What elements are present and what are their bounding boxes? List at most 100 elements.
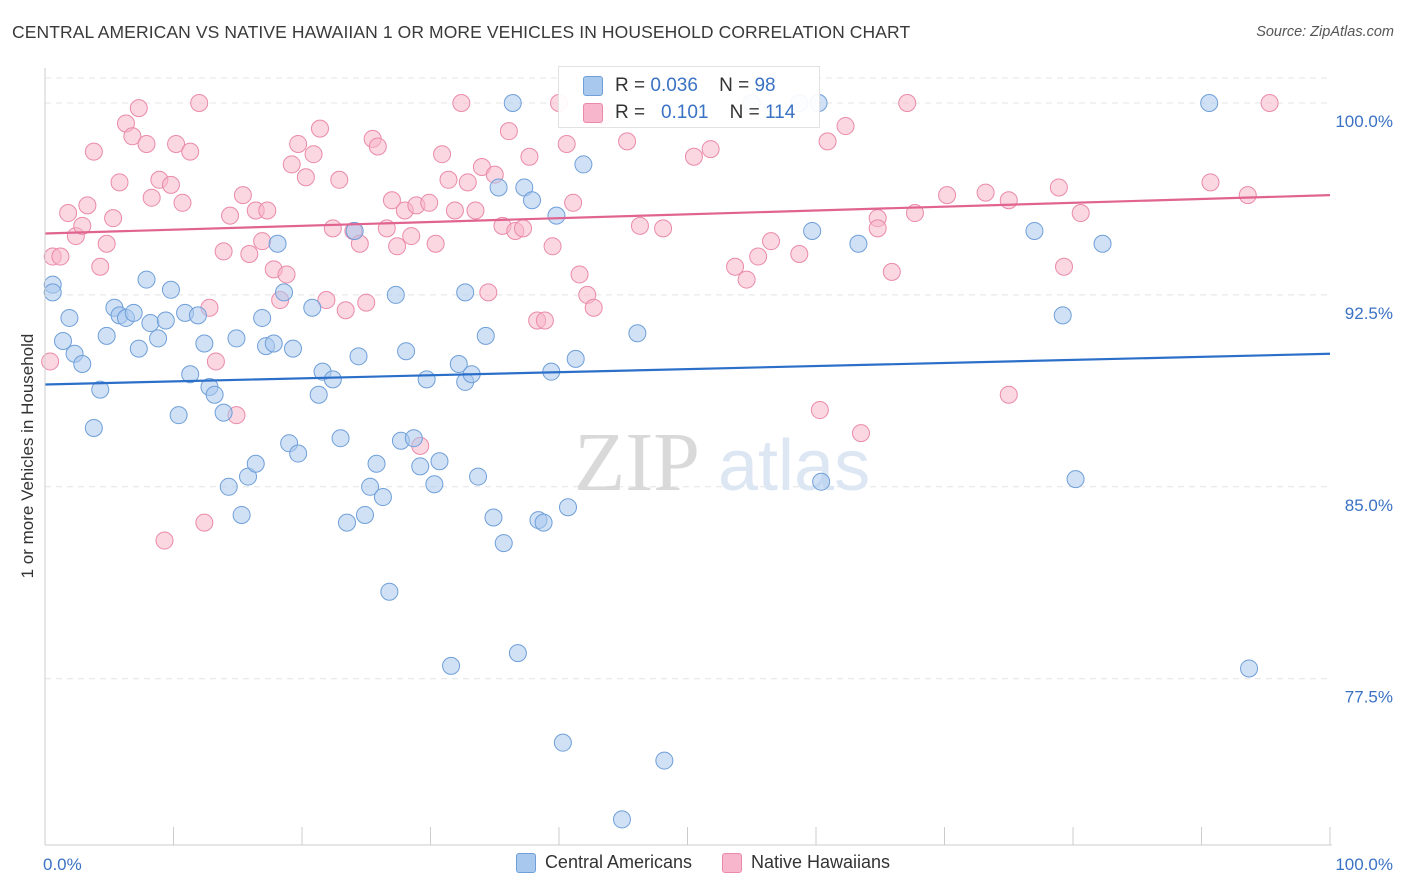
native-hawaiian-point xyxy=(368,137,387,156)
y-tick-label: 77.5% xyxy=(1345,688,1393,707)
central-american-point xyxy=(264,334,283,353)
central-american-point xyxy=(349,347,368,366)
stats-r-value: 0.036 xyxy=(650,75,698,96)
native-hawaiian-point xyxy=(323,219,342,238)
central-americans-trend-line xyxy=(44,352,1331,386)
native-hawaiian-point xyxy=(749,247,768,266)
native-hawaiian-point xyxy=(388,237,407,256)
grid-layer xyxy=(45,77,1330,680)
native-hawaiian-point xyxy=(41,352,60,371)
native-hawaiian-point xyxy=(304,145,323,164)
bottom-legend: Central Americans Native Hawaiians xyxy=(0,852,1406,873)
central-american-point xyxy=(1025,221,1044,240)
native-hawaiian-point xyxy=(535,311,554,330)
x-tick-label-end: 100.0% xyxy=(1335,855,1393,874)
native-hawaiian-point xyxy=(195,513,214,532)
legend-item-central-americans[interactable]: Central Americans xyxy=(515,852,692,873)
central-american-point xyxy=(73,354,92,373)
central-american-point xyxy=(169,406,188,425)
y-tick-label: 85.0% xyxy=(1345,496,1393,515)
central-american-point xyxy=(849,234,868,253)
y-axis-label: 1 or more Vehicles in Household xyxy=(18,333,37,579)
central-american-point xyxy=(129,339,148,358)
native-hawaiian-point xyxy=(167,134,186,153)
native-hawaiian-point xyxy=(570,265,589,284)
central-american-point xyxy=(253,308,272,327)
watermark-zip: ZIP xyxy=(574,416,700,509)
native-hawaiian-point xyxy=(233,186,252,205)
native-hawaiian-point xyxy=(181,142,200,161)
central-american-point xyxy=(91,380,110,399)
central-american-point xyxy=(149,329,168,348)
watermark-atlas: atlas xyxy=(718,426,870,506)
central-american-point xyxy=(1093,234,1112,253)
stats-n-value: 98 xyxy=(754,75,776,96)
central-american-point xyxy=(411,457,430,476)
central-american-point xyxy=(331,429,350,448)
central-american-point xyxy=(397,342,416,361)
central-american-point xyxy=(456,283,475,302)
legend-label-central-americans: Central Americans xyxy=(544,852,692,872)
stats-n-label: N = xyxy=(729,102,760,123)
central-american-point xyxy=(337,513,356,532)
native-hawaiian-point xyxy=(868,219,887,238)
native-hawaiian-point xyxy=(976,183,995,202)
central-american-point xyxy=(547,206,566,225)
central-american-point xyxy=(355,505,374,524)
central-american-point xyxy=(534,513,553,532)
central-american-point xyxy=(268,234,287,253)
native-hawaiians-points xyxy=(41,94,1279,550)
native-hawaiian-point xyxy=(137,134,156,153)
legend-item-native-hawaiians[interactable]: Native Hawaiians xyxy=(722,852,890,873)
central-american-point xyxy=(812,472,831,491)
y-tick-label: 92.5% xyxy=(1345,304,1393,323)
central-american-point xyxy=(367,454,386,473)
native-hawaiian-point xyxy=(357,293,376,312)
central-american-point xyxy=(232,505,251,524)
native-hawaiian-point xyxy=(59,204,78,223)
native-hawaiian-point xyxy=(258,201,277,220)
trend-lines xyxy=(44,194,1331,386)
native-hawaiian-point xyxy=(104,209,123,228)
central-american-point xyxy=(181,365,200,384)
native-hawaiian-point xyxy=(630,216,649,235)
native-hawaiian-point xyxy=(129,99,148,118)
legend-swatch-blue xyxy=(515,852,536,873)
native-hawaiian-point xyxy=(142,188,161,207)
native-hawaiian-point xyxy=(382,191,401,210)
central-american-point xyxy=(303,298,322,317)
central-americans-points xyxy=(43,94,1259,829)
central-american-point xyxy=(1240,659,1259,678)
native-hawaiian-point xyxy=(433,145,452,164)
native-hawaiian-point xyxy=(1049,178,1068,197)
native-hawaiian-point xyxy=(999,385,1018,404)
stats-swatch-blue xyxy=(583,76,603,96)
central-american-point xyxy=(1053,306,1072,325)
central-american-point xyxy=(345,221,364,240)
central-american-point xyxy=(43,283,62,302)
native-hawaiian-point xyxy=(91,257,110,276)
native-hawaiian-point xyxy=(684,147,703,166)
stats-n-label: N = xyxy=(719,75,750,96)
central-american-point xyxy=(566,349,585,368)
central-american-point xyxy=(612,810,631,829)
native-hawaiian-point xyxy=(310,119,329,138)
native-hawaiian-point xyxy=(51,247,70,266)
central-american-point xyxy=(574,155,593,174)
y-tick-label: 100.0% xyxy=(1335,112,1393,131)
native-hawaiian-point xyxy=(161,175,180,194)
legend-swatch-pink xyxy=(722,852,742,873)
central-american-point xyxy=(449,354,468,373)
central-american-point xyxy=(227,329,246,348)
central-american-point xyxy=(476,326,495,345)
central-american-point xyxy=(323,370,342,389)
native-hawaiian-point xyxy=(73,216,92,235)
native-hawaiian-point xyxy=(289,134,308,153)
native-hawaiian-point xyxy=(296,168,315,187)
central-american-point xyxy=(195,334,214,353)
chart-title: CENTRAL AMERICAN VS NATIVE HAWAIIAN 1 OR… xyxy=(12,22,911,42)
central-american-point xyxy=(489,178,508,197)
native-hawaiian-point xyxy=(851,424,870,443)
native-hawaiian-point xyxy=(420,193,439,212)
